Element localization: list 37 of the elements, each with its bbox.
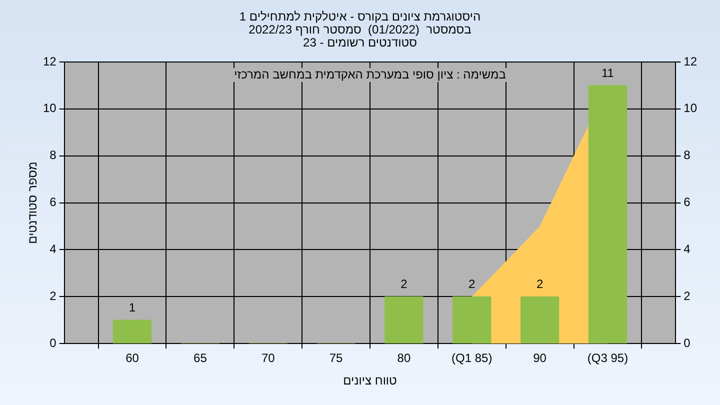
y-tick-label: 6	[50, 195, 57, 210]
data-label: 2	[536, 276, 544, 291]
y2-tick-label: 0	[684, 336, 691, 350]
y2-tick-label: 2	[684, 288, 691, 303]
y-tick-label: 8	[50, 148, 57, 162]
data-label: 2	[400, 276, 408, 291]
annotation: במשימה : ציון סופי במערכת האקדמית במחשב המרכזי	[234, 67, 506, 82]
y2-tick-label: 4	[684, 242, 691, 256]
y-tick-label: 10	[42, 101, 57, 116]
bar	[112, 320, 152, 344]
x-axis-title: טווח ציונים	[343, 373, 398, 388]
x-tick-label: 80	[397, 351, 411, 366]
y-tick-label: 4	[50, 242, 57, 256]
y2-tick-label: 12	[684, 54, 698, 68]
y2-tick-label: 6	[684, 195, 691, 210]
y-tick-label: 0	[50, 336, 57, 350]
x-tick-label: 75	[329, 351, 344, 366]
chart-title: היסטוגרמת ציונים בקורס - איטלקית למתחילים 1	[239, 9, 481, 24]
x-tick-label: 70	[261, 351, 276, 366]
y-tick-label: 12	[42, 54, 57, 68]
y-axis-title: מספר סטודנטים	[25, 162, 40, 244]
y2-tick-label: 8	[684, 148, 691, 162]
chart-subtitle: בסמסטר (01/2022) סמסטר חורף 2022/23 סטודנטים רשומים - 23	[248, 22, 472, 50]
bar	[384, 296, 424, 344]
bar	[588, 85, 628, 344]
x-tick-label: 60	[126, 351, 140, 366]
y2-tick-label: 10	[684, 101, 698, 116]
data-label: 11	[601, 66, 614, 80]
x-tick-label: 65	[194, 351, 208, 366]
x-tick-label: (Q1 85)	[452, 351, 492, 366]
data-label: 2	[468, 276, 476, 291]
bar	[452, 296, 492, 344]
y-tick-label: 2	[50, 288, 57, 303]
data-label: 1	[128, 300, 136, 314]
bar	[520, 296, 560, 344]
x-tick-label: 90	[533, 351, 547, 366]
x-tick-label: (Q3 95)	[587, 351, 628, 366]
